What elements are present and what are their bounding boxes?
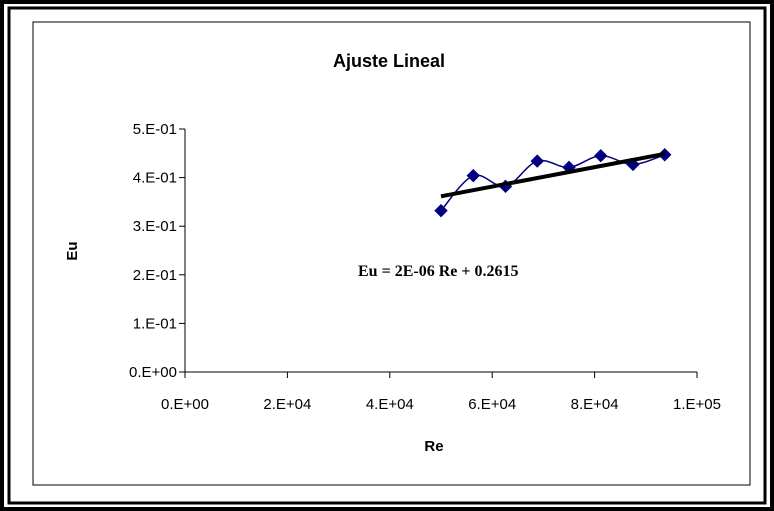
chart-area-border <box>32 21 751 486</box>
trendline-equation: Eu = 2E-06 Re + 0.2615 <box>358 263 518 280</box>
y-tick-label: 1.E-01 <box>133 315 177 332</box>
y-axis-ticks: 0.E+00 1.E-01 2.E-01 3.E-01 4.E-01 5.E-01 <box>129 121 185 381</box>
y-tick-label: 3.E-01 <box>133 218 177 235</box>
data-point-marker <box>530 154 544 168</box>
x-tick-label: 6.E+04 <box>468 396 516 413</box>
x-tick-label: 1.E+05 <box>673 396 721 413</box>
inner-frame-border <box>7 6 767 505</box>
y-tick-label: 2.E-01 <box>133 267 177 284</box>
y-axis-label: Eu <box>64 241 81 260</box>
data-point-marker <box>594 149 608 163</box>
x-tick-label: 8.E+04 <box>571 396 619 413</box>
x-tick-label: 4.E+04 <box>366 396 414 413</box>
x-axis-label: Re <box>424 438 443 455</box>
data-point-marker <box>466 168 480 183</box>
data-point-marker <box>434 203 448 218</box>
chart-title: Ajuste Lineal <box>333 51 445 71</box>
y-tick-label: 0.E+00 <box>129 364 177 381</box>
trendline <box>440 151 666 199</box>
y-tick-label: 4.E-01 <box>133 170 177 187</box>
y-tick-label: 5.E-01 <box>133 121 177 138</box>
x-tick-label: 0.E+00 <box>161 396 209 413</box>
trendline-layer <box>440 151 666 199</box>
x-axis-ticks: 0.E+00 2.E+04 4.E+04 6.E+04 8.E+04 1.E+05 <box>161 372 721 413</box>
x-tick-label: 2.E+04 <box>263 396 311 413</box>
